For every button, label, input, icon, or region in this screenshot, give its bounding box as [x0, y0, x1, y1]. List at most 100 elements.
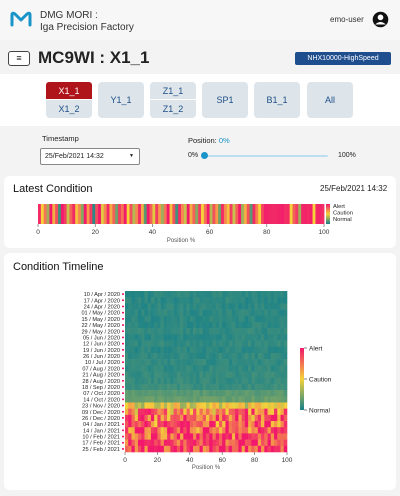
x-tick-label: 40	[149, 229, 157, 236]
condition-cell	[221, 204, 225, 224]
timeline-cell	[125, 297, 129, 304]
timeline-cell	[134, 408, 139, 416]
axis-button-z1-2[interactable]: Z1_2	[162, 104, 184, 114]
timeline-cell	[186, 334, 191, 341]
position-slider-track[interactable]	[204, 155, 328, 157]
x-tick-label: 0	[123, 457, 127, 464]
timeline-cell	[147, 377, 152, 385]
timeline-cell	[206, 408, 210, 416]
timeline-cell	[225, 309, 229, 317]
timeline-cell	[277, 359, 281, 366]
axis-button-z1-1[interactable]: Z1_1	[150, 82, 196, 100]
y-tick-label: 07 / Oct / 2020	[83, 391, 120, 397]
condition-cell	[249, 204, 253, 224]
timeline-cell	[163, 309, 168, 317]
timeline-cell	[231, 445, 236, 453]
timeline-cell	[257, 439, 262, 447]
timeline-cell	[183, 328, 187, 335]
timeline-cell	[267, 315, 272, 323]
timeline-cell	[199, 340, 204, 348]
timeline-cell	[228, 328, 233, 335]
timeline-cell	[176, 433, 181, 440]
timeline-cell	[183, 371, 187, 378]
timestamp-select[interactable]: 25/Feb/2021 14:32 ▼	[40, 148, 140, 165]
axis-button-b1-1[interactable]: B1_1	[254, 82, 300, 118]
timeline-cell	[215, 402, 220, 409]
timeline-cell	[228, 303, 233, 310]
menu-button[interactable]: ≡	[8, 51, 30, 66]
timeline-cell	[222, 377, 226, 385]
axis-label: B1_1	[266, 95, 288, 105]
timeline-cell	[231, 291, 236, 298]
timeline-cell	[244, 315, 249, 323]
axis-button-x1-1[interactable]: X1_1	[46, 82, 92, 100]
timeline-cell	[251, 396, 255, 403]
timeline-cell	[235, 365, 239, 372]
timeline-cell	[248, 346, 252, 354]
timeline-cell	[163, 396, 168, 403]
timeline-cell	[196, 334, 200, 341]
timeline-cell	[228, 346, 233, 354]
timeline-cell	[270, 340, 275, 348]
timeline-cell	[277, 321, 281, 329]
timeline-cell	[176, 371, 181, 378]
timeline-cell	[215, 371, 220, 378]
timeline-cell	[189, 365, 194, 372]
condition-cell	[246, 204, 251, 224]
position-slider-thumb[interactable]	[201, 152, 208, 159]
axis-button-sp1[interactable]: SP1	[202, 82, 248, 118]
timeline-cell	[244, 291, 249, 298]
condition-cell	[198, 204, 202, 224]
axis-button-x1-2[interactable]: X1_2	[58, 104, 80, 114]
account-icon[interactable]	[372, 11, 389, 28]
timeline-cell	[150, 421, 155, 428]
timeline-cell	[264, 414, 268, 422]
timeline-cell	[199, 427, 204, 434]
timeline-cell	[189, 414, 194, 422]
timeline-cell	[277, 421, 281, 428]
timeline-cell	[163, 328, 168, 335]
timeline-cell	[235, 377, 239, 385]
timeline-cell	[257, 334, 262, 341]
axis-button-all[interactable]: All	[307, 82, 353, 118]
timeline-cell	[150, 309, 155, 317]
timeline-cell	[257, 365, 262, 372]
timeline-cell	[186, 408, 191, 416]
timeline-cell	[280, 396, 285, 403]
timeline-cell	[274, 414, 278, 422]
timeline-cell	[154, 334, 158, 341]
timeline-cell	[144, 315, 148, 323]
timeline-cell	[173, 291, 178, 298]
timeline-cell	[160, 291, 165, 298]
timeline-cell	[215, 433, 220, 440]
timeline-cell	[251, 433, 255, 440]
timeline-cell	[167, 309, 171, 317]
axis-selector: X1_1 X1_2 Y1_1 Z1_1 Z1_2 SP1 B1_1 All	[0, 74, 400, 126]
timeline-cell	[209, 445, 213, 453]
timeline-cell	[241, 402, 246, 409]
timeline-cell	[241, 303, 246, 310]
timeline-cell	[280, 359, 285, 366]
timeline-cell	[125, 321, 129, 329]
timeline-cell	[209, 309, 213, 317]
timeline-cell	[283, 383, 288, 391]
timeline-cell	[248, 408, 252, 416]
timeline-cell	[199, 439, 204, 447]
timeline-cell	[267, 421, 272, 428]
timeline-cell	[244, 421, 249, 428]
timeline-cell	[157, 315, 161, 323]
timeline-cell	[261, 309, 265, 317]
timeline-cell	[125, 439, 129, 447]
timeline-cell	[147, 427, 152, 434]
axis-button-y1-1[interactable]: Y1_1	[98, 82, 144, 118]
timeline-cell	[183, 414, 187, 422]
timeline-cell	[222, 340, 226, 348]
timeline-cell	[267, 303, 272, 310]
timeline-cell	[264, 297, 268, 304]
timeline-cell	[170, 328, 174, 335]
timeline-cell	[128, 396, 132, 403]
timeline-cell	[202, 408, 207, 416]
position-value: 0%	[218, 136, 230, 145]
timeline-cell	[277, 352, 281, 360]
timeline-cell	[270, 346, 275, 354]
